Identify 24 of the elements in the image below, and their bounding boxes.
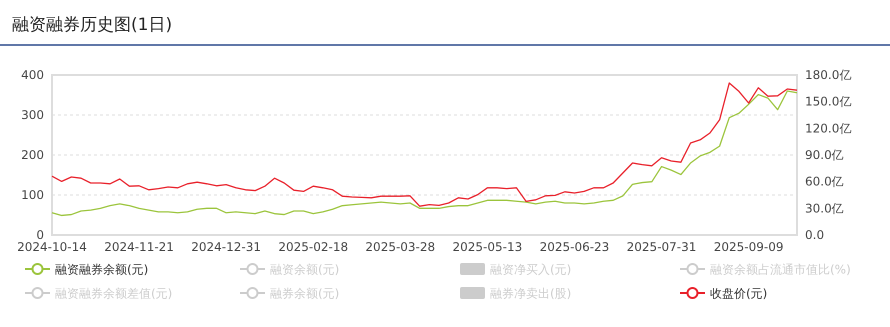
y2-tick-label: 180.0亿	[805, 68, 852, 82]
x-tick-label: 2025-05-13	[452, 240, 522, 254]
x-tick-label: 2025-09-09	[714, 240, 784, 254]
y2-tick-label: 120.0亿	[805, 121, 852, 136]
legend-label: 融资融券余额(元)	[55, 262, 148, 276]
y2-tick-label: 30.0亿	[805, 201, 844, 216]
y-tick-label: 100	[21, 188, 44, 202]
y2-tick-label: 60.0亿	[805, 174, 844, 189]
x-tick-label: 2024-10-14	[17, 240, 87, 254]
x-tick-label: 2025-03-28	[365, 240, 436, 254]
y-tick-label: 400	[21, 68, 44, 82]
x-tick-label: 2024-11-21	[104, 240, 174, 254]
x-tick-label: 2025-06-23	[540, 240, 610, 254]
x-tick-label: 2024-12-31	[191, 240, 262, 254]
y2-tick-label: 90.0亿	[805, 148, 844, 162]
y-tick-label: 300	[21, 108, 44, 122]
x-tick-label: 2025-07-31	[626, 240, 696, 254]
chart-title: 融资融券历史图(1日)	[12, 15, 172, 35]
y-tick-label: 200	[21, 148, 44, 162]
y2-tick-label: 0.0	[805, 228, 824, 242]
x-tick-label: 2025-02-18	[278, 240, 348, 254]
y2-tick-label: 150.0亿	[805, 94, 852, 109]
y-tick-label: 0	[36, 228, 44, 242]
legend-label: 收盘价(元)	[710, 286, 768, 300]
